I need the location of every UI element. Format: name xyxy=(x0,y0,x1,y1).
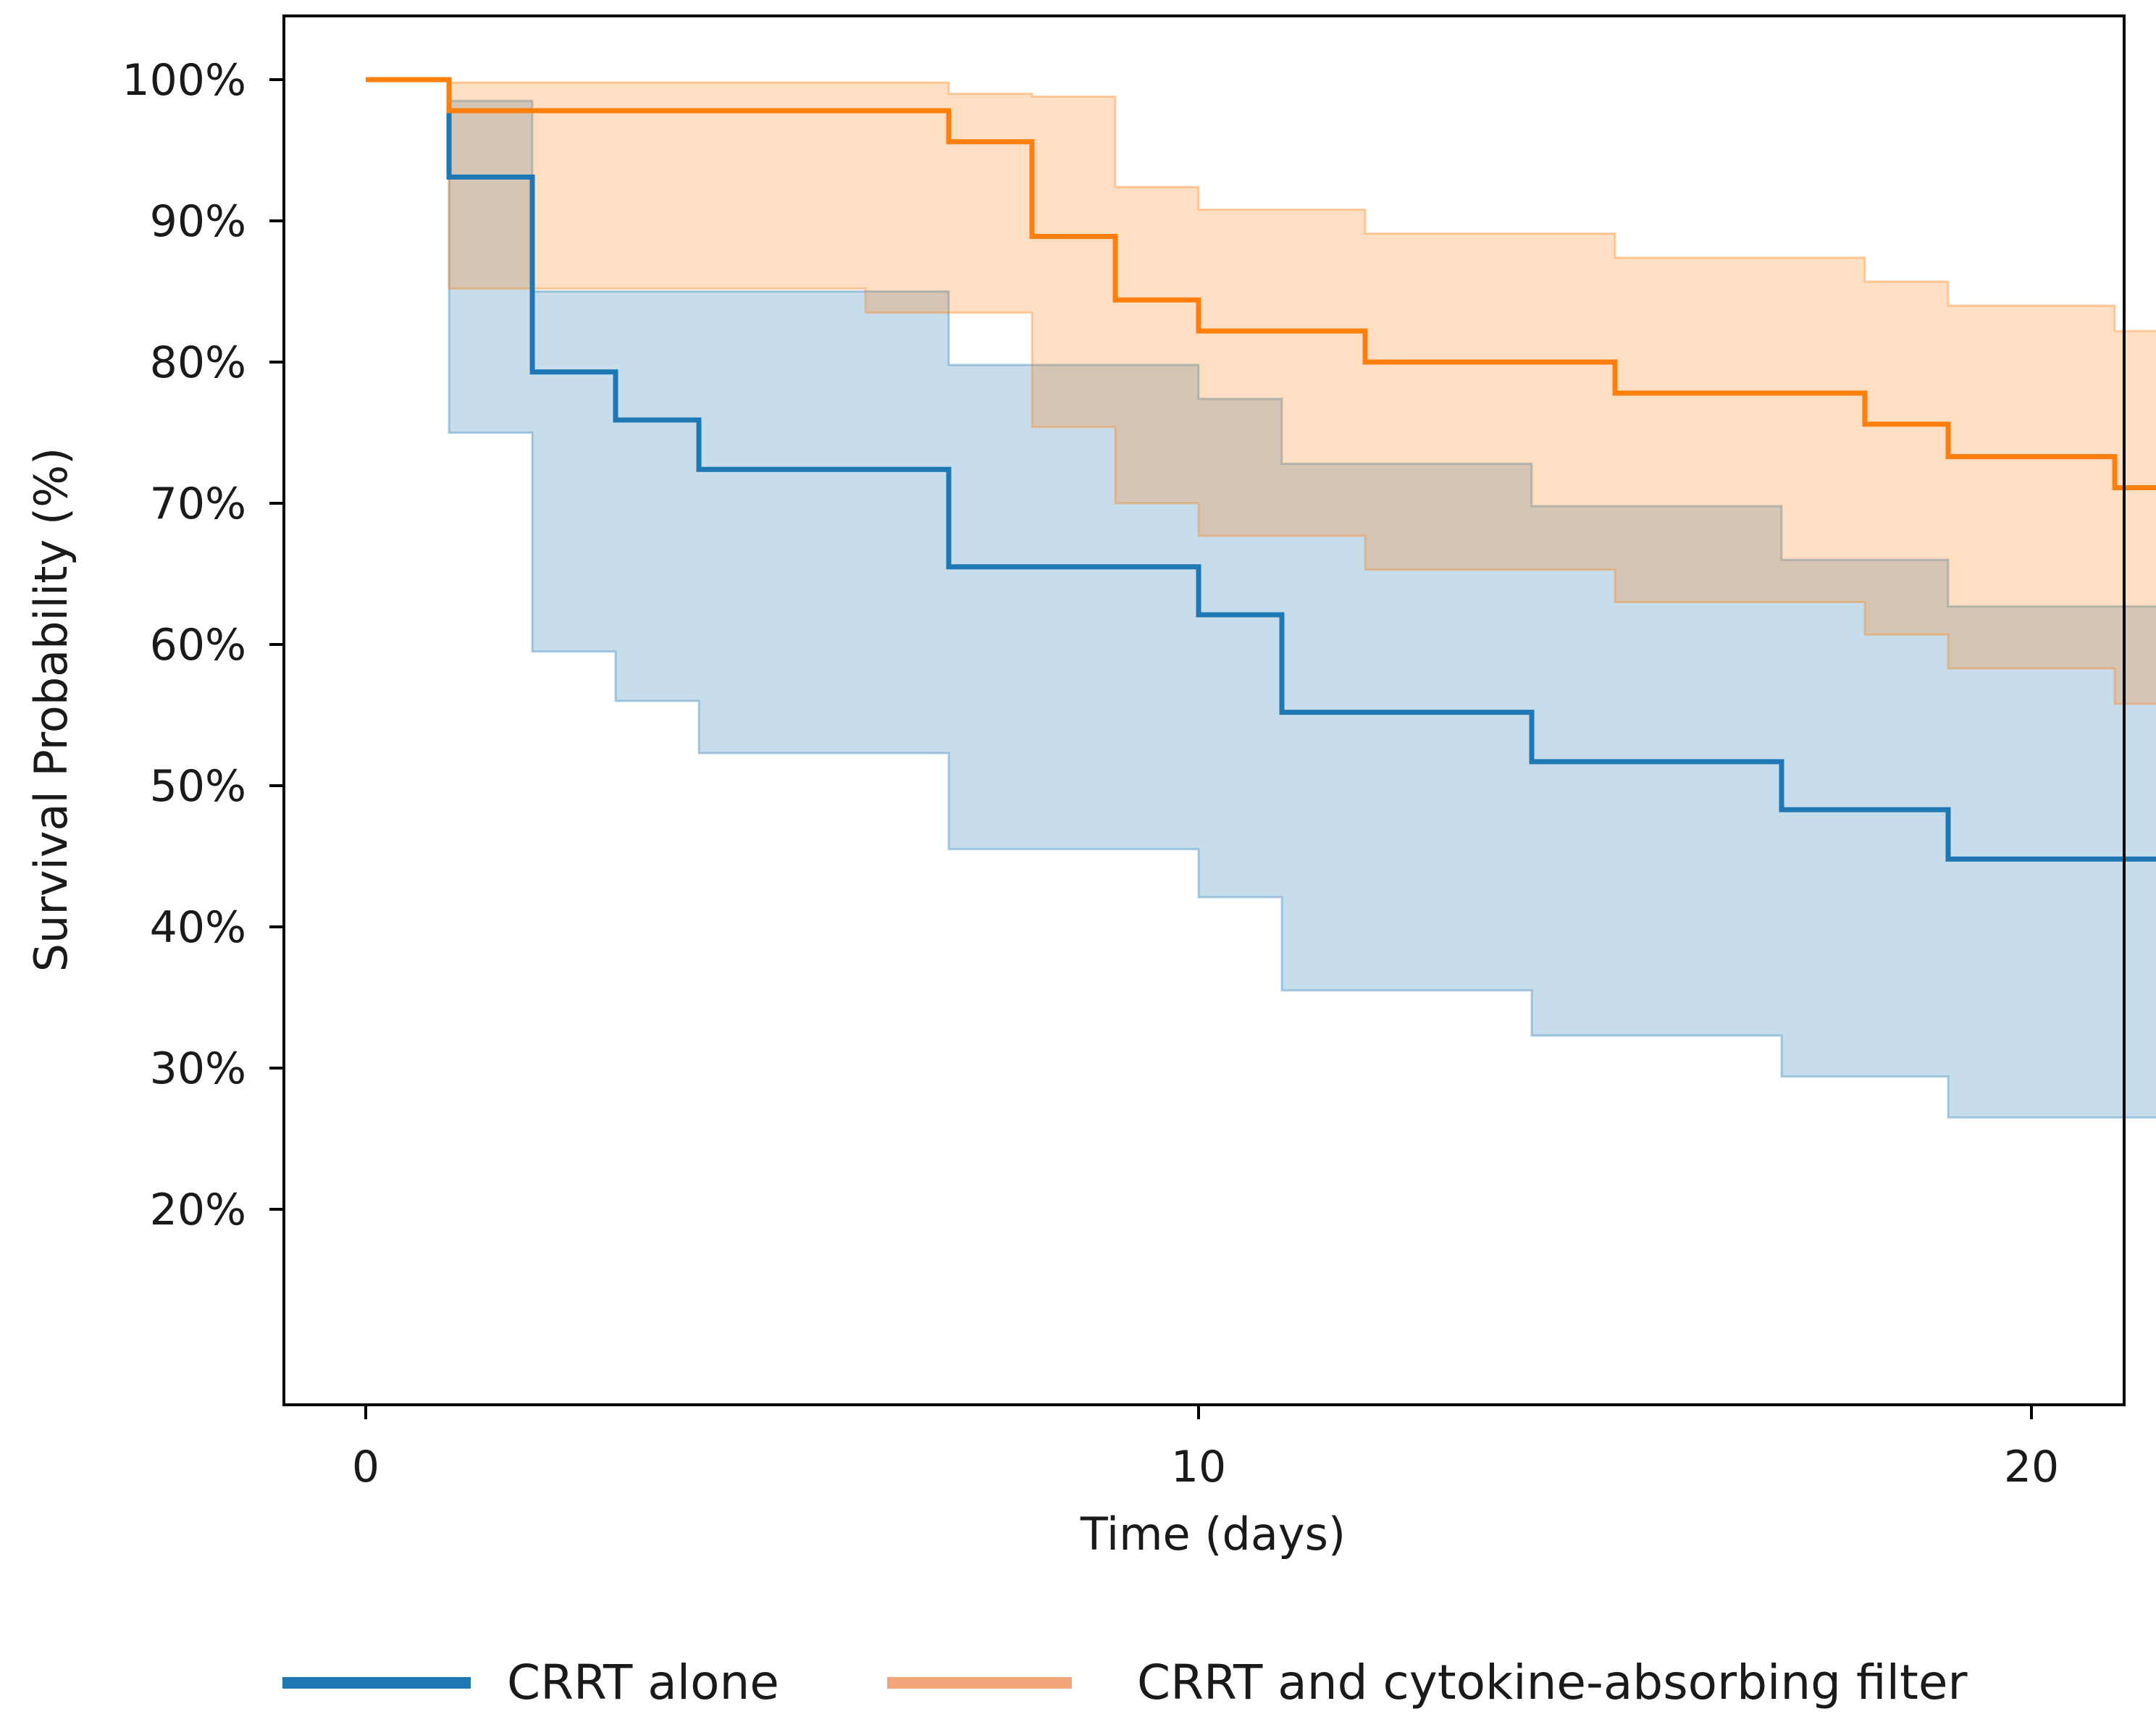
legend: CRRT alone CRRT and cytokine-absorbing fi… xyxy=(282,1655,1968,1710)
x-tick-label-0: 0 xyxy=(352,1442,379,1492)
x-axis-ticks: 0102030405060 xyxy=(352,1405,2059,1492)
legend-label-1: CRRT and cytokine-absorbing filter xyxy=(1137,1655,1968,1710)
survival-curve-0 xyxy=(366,77,2156,862)
y-tick-label-3: 50% xyxy=(150,761,246,812)
legend-label-0: CRRT alone xyxy=(507,1655,779,1710)
y-tick-label-4: 60% xyxy=(150,620,246,671)
confidence-band-0 xyxy=(448,99,2156,1119)
survival-curves xyxy=(366,77,2156,862)
y-axis-ticks: 20% 30% 40% 50% 60% 70% 80% 90% 100% xyxy=(122,55,284,1235)
y-tick-label-5: 70% xyxy=(150,479,246,529)
confidence-bands xyxy=(448,81,2156,1119)
x-axis-label: Time (days) xyxy=(1080,1508,1346,1560)
y-tick-label-1: 30% xyxy=(150,1043,246,1094)
confidence-band-1 xyxy=(448,81,2156,705)
y-tick-label-6: 80% xyxy=(150,337,246,388)
x-tick-label-1: 10 xyxy=(1171,1442,1226,1492)
y-axis-label: Survival Probability (%) xyxy=(25,448,77,972)
x-tick-label-2: 20 xyxy=(2004,1442,2059,1492)
y-tick-label-0: 20% xyxy=(150,1185,246,1235)
y-tick-label-2: 40% xyxy=(150,902,246,953)
y-tick-label-8: 100% xyxy=(122,55,246,106)
survival-curve-1 xyxy=(366,77,2156,491)
y-tick-label-7: 90% xyxy=(150,196,246,247)
plot-frame xyxy=(282,14,2126,1406)
